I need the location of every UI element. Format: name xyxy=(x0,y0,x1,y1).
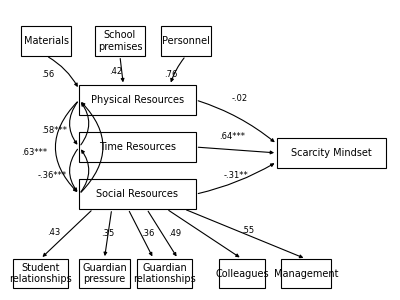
Text: Personnel: Personnel xyxy=(162,36,210,46)
Text: Social Resources: Social Resources xyxy=(96,189,178,199)
Text: Management: Management xyxy=(274,269,338,279)
FancyBboxPatch shape xyxy=(79,259,130,288)
Text: Guardian
pressure: Guardian pressure xyxy=(82,263,127,284)
Text: .58***: .58*** xyxy=(41,126,67,135)
Text: Scarcity Mindset: Scarcity Mindset xyxy=(291,148,372,158)
Text: -.02: -.02 xyxy=(232,94,248,103)
FancyBboxPatch shape xyxy=(79,179,196,209)
Text: -.31**: -.31** xyxy=(224,170,249,179)
Text: .43: .43 xyxy=(47,228,60,237)
Text: Physical Resources: Physical Resources xyxy=(91,95,184,105)
Text: .76: .76 xyxy=(164,70,177,80)
Text: Guardian
relationships: Guardian relationships xyxy=(133,263,196,284)
Text: Time Resources: Time Resources xyxy=(99,142,176,152)
FancyBboxPatch shape xyxy=(137,259,192,288)
FancyBboxPatch shape xyxy=(95,26,145,56)
FancyBboxPatch shape xyxy=(281,259,331,288)
FancyBboxPatch shape xyxy=(79,132,196,162)
FancyBboxPatch shape xyxy=(277,138,386,168)
Text: .64***: .64*** xyxy=(219,132,245,141)
Text: Student
relationships: Student relationships xyxy=(9,263,72,284)
Text: -.36***: -.36*** xyxy=(38,170,66,179)
Text: Materials: Materials xyxy=(24,36,69,46)
Text: .55: .55 xyxy=(241,226,254,236)
Text: .56: .56 xyxy=(42,70,55,80)
Text: .42: .42 xyxy=(110,68,122,76)
Text: School
premises: School premises xyxy=(98,30,142,52)
Text: Colleagues: Colleagues xyxy=(215,269,269,279)
Text: .49: .49 xyxy=(168,230,181,238)
Text: .35: .35 xyxy=(101,230,114,238)
FancyBboxPatch shape xyxy=(219,259,265,288)
FancyBboxPatch shape xyxy=(161,26,211,56)
FancyBboxPatch shape xyxy=(21,26,72,56)
Text: .63***: .63*** xyxy=(22,148,48,158)
FancyBboxPatch shape xyxy=(13,259,68,288)
Text: .36: .36 xyxy=(142,230,155,238)
FancyBboxPatch shape xyxy=(79,85,196,115)
